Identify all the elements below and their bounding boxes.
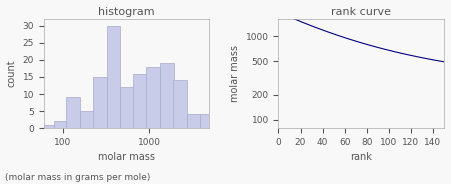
Bar — [107, 26, 120, 128]
X-axis label: molar mass: molar mass — [98, 152, 155, 162]
Bar — [43, 125, 54, 128]
Bar — [146, 67, 160, 128]
Title: rank curve: rank curve — [331, 7, 391, 17]
Bar — [160, 63, 174, 128]
Bar — [200, 114, 212, 128]
Bar — [133, 74, 146, 128]
X-axis label: rank: rank — [350, 152, 372, 162]
Bar — [120, 87, 133, 128]
Title: histogram: histogram — [98, 7, 155, 17]
Text: (molar mass in grams per mole): (molar mass in grams per mole) — [5, 173, 150, 182]
Bar — [93, 77, 107, 128]
Y-axis label: count: count — [7, 60, 17, 87]
Bar — [54, 121, 66, 128]
Bar — [187, 114, 201, 128]
Y-axis label: molar mass: molar mass — [230, 45, 240, 102]
Bar — [173, 80, 187, 128]
Bar — [80, 111, 93, 128]
Bar — [65, 97, 80, 128]
